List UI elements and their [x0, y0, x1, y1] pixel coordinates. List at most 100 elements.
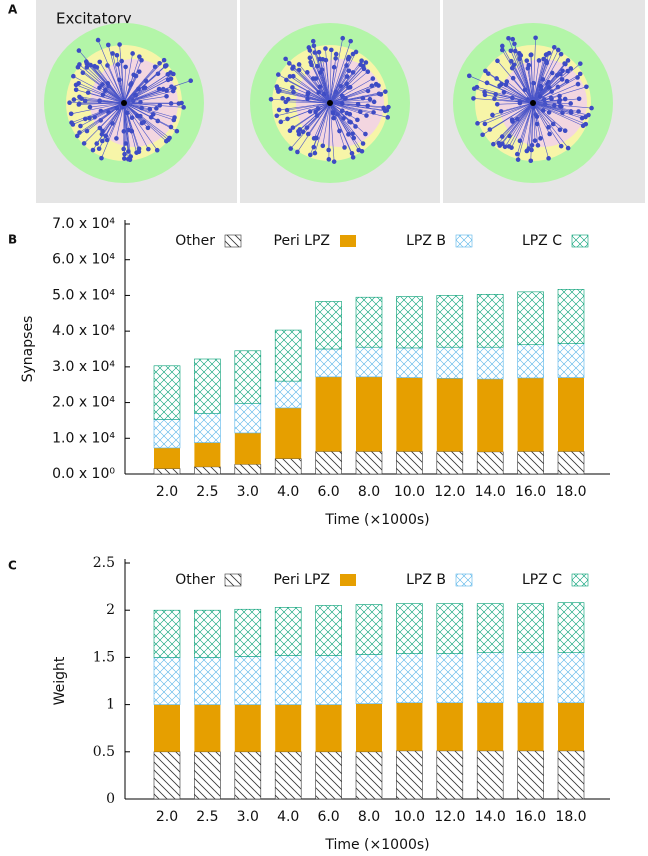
synapse-dot — [350, 155, 356, 160]
axon — [511, 102, 534, 120]
synapse-dot — [114, 136, 119, 141]
y-tick-label: 2 — [106, 602, 115, 618]
axon — [286, 79, 331, 104]
axon — [94, 66, 125, 104]
synapse-dot — [121, 129, 127, 134]
synapse-dot — [96, 146, 102, 152]
synapse-dot — [538, 83, 544, 89]
synapse-dot — [515, 157, 521, 162]
axon — [329, 83, 377, 104]
synapse-dot — [105, 42, 111, 48]
synapse-dot — [568, 110, 574, 115]
synapse-dot — [333, 51, 339, 57]
synapse-dot — [340, 35, 346, 41]
axon — [79, 96, 125, 104]
x-tick-label: 2.0 — [156, 484, 178, 500]
x-tick-label: 3.0 — [237, 809, 259, 825]
axon — [510, 50, 534, 104]
y-tick-label: 0.5 — [93, 744, 115, 760]
synapse-dot — [341, 116, 346, 121]
axon — [123, 74, 134, 104]
bar-segment — [476, 603, 504, 653]
synapse-dot — [495, 58, 500, 64]
axon — [309, 50, 331, 104]
synapse-dot — [559, 77, 565, 82]
axon — [511, 102, 534, 148]
axon — [484, 102, 534, 125]
axon — [106, 102, 125, 141]
y-tick-label: 7.0 x 10⁴ — [52, 216, 115, 232]
bar-segment — [355, 296, 383, 348]
bar-segment — [274, 655, 302, 705]
y-tick-label: 3.0 x 10⁴ — [52, 359, 115, 375]
bar-segment — [234, 350, 262, 404]
synapse-dot — [491, 141, 496, 147]
axon — [102, 102, 125, 132]
axon — [514, 50, 534, 104]
synapse-dot — [551, 44, 557, 50]
synapse-dot — [154, 147, 160, 153]
axon — [517, 102, 534, 160]
synapse-dot — [122, 156, 127, 161]
legend-swatch — [455, 234, 473, 248]
panel-letter: A — [8, 3, 18, 17]
synapse-dot — [511, 62, 517, 68]
synapse-dot — [363, 60, 369, 65]
synapse-dot — [310, 38, 316, 44]
synapse-dot — [550, 121, 556, 127]
axon — [123, 102, 149, 150]
synapse-dot — [579, 115, 585, 121]
axon — [532, 102, 584, 127]
axon — [88, 92, 125, 104]
bar-segment — [315, 655, 342, 705]
x-tick-label: 2.5 — [196, 484, 218, 500]
axon — [532, 102, 550, 113]
synapse-dot — [95, 37, 101, 43]
synapse-dot — [329, 47, 334, 53]
bar-segment — [194, 657, 221, 705]
x-tick-label: 8.0 — [358, 809, 380, 825]
synapse-dot — [546, 85, 552, 90]
synapse-dot — [290, 66, 295, 71]
synapse-dot — [516, 50, 522, 56]
bar-segment — [476, 750, 504, 800]
axon — [508, 102, 534, 147]
synapse-dot — [482, 92, 488, 98]
axon — [329, 98, 371, 104]
axon — [329, 102, 361, 113]
synapse-dot — [114, 52, 120, 58]
axon — [505, 84, 534, 104]
synapse-dot — [317, 56, 323, 62]
bar-segment — [315, 451, 342, 475]
bar-segment — [477, 379, 504, 452]
legend-label: Other — [175, 233, 215, 249]
synapse-dot — [80, 70, 86, 76]
synapse-dot — [92, 63, 97, 69]
synapse-dot — [564, 78, 570, 84]
synapse-dot — [326, 157, 332, 162]
synapse-dot — [546, 50, 552, 56]
axon — [116, 55, 125, 104]
bar-segment — [558, 702, 584, 751]
axon — [329, 41, 351, 104]
axon — [532, 37, 536, 104]
bar-segment — [154, 447, 180, 469]
axon — [123, 72, 171, 104]
axon — [329, 49, 332, 104]
panel-a-title: Excitatory — [56, 10, 132, 28]
synapse-dot — [284, 77, 289, 83]
axon — [516, 102, 534, 155]
axon — [532, 102, 586, 125]
bar-segment — [396, 451, 423, 475]
synapse-dot — [471, 86, 477, 91]
synapse-dot — [290, 85, 295, 90]
axon — [89, 102, 125, 119]
synapse-dot — [288, 146, 293, 151]
bar-segment — [194, 442, 221, 467]
axon — [329, 86, 351, 104]
axon — [532, 83, 579, 104]
synapse-dot — [494, 101, 500, 107]
bar-segment — [315, 348, 342, 378]
axon — [123, 102, 174, 121]
bar-segment — [436, 653, 464, 704]
